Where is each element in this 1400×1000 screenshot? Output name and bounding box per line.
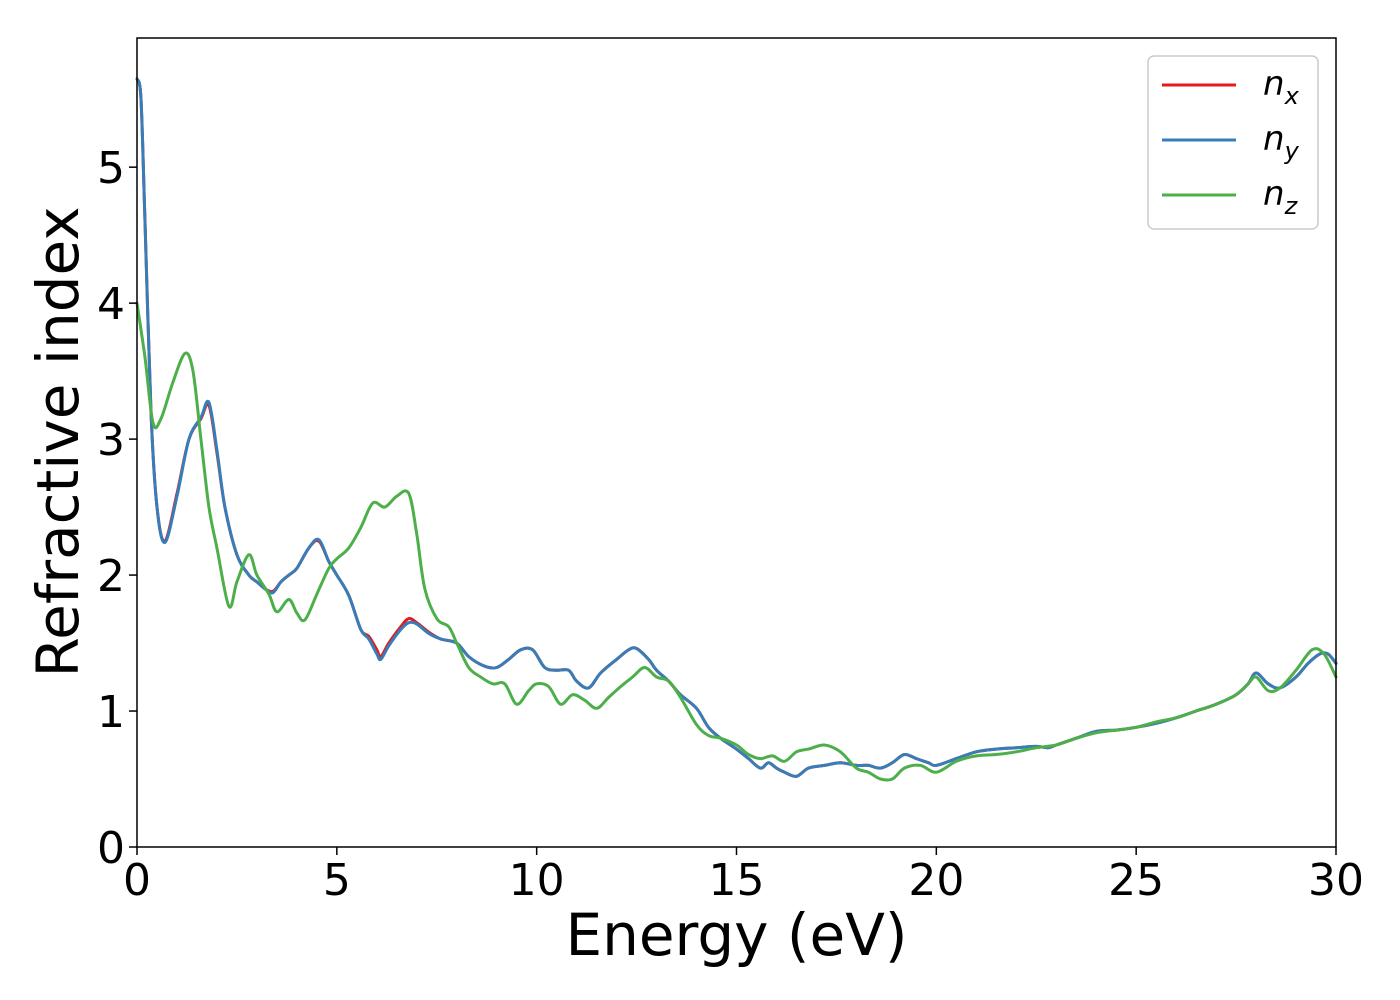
legend-label-ny: ny	[1263, 119, 1300, 165]
y-axis-ticks: 0 1 2 3 4 5	[97, 143, 137, 874]
y-tick-label: 0	[97, 823, 125, 874]
x-tick-label: 15	[709, 855, 765, 906]
series-layer	[135, 77, 1338, 782]
x-tick-label: 20	[908, 855, 964, 906]
y-tick-label: 5	[97, 143, 125, 194]
legend-box	[1147, 55, 1319, 230]
x-tick-label: 10	[509, 855, 565, 906]
x-tick-label: 0	[123, 855, 151, 906]
legend-label-nz: nz	[1263, 174, 1299, 220]
y-tick-label: 4	[97, 279, 125, 330]
y-tick-label: 2	[97, 551, 125, 602]
series-line-nz	[135, 301, 1338, 782]
x-tick-label: 5	[323, 855, 351, 906]
y-axis-label: Refractive index	[24, 206, 92, 677]
y-tick-label: 3	[97, 415, 125, 466]
legend-label-nx: nx	[1263, 64, 1300, 110]
x-tick-label: 25	[1108, 855, 1164, 906]
x-axis-ticks: 0 5 10 15 20 25 30	[123, 847, 1364, 906]
x-tick-label: 30	[1308, 855, 1364, 906]
x-axis-label: Energy (eV)	[565, 901, 907, 969]
y-tick-label: 1	[97, 687, 125, 738]
legend-items: nx ny nz	[1162, 64, 1300, 220]
legend: nx ny nz	[1147, 55, 1319, 230]
